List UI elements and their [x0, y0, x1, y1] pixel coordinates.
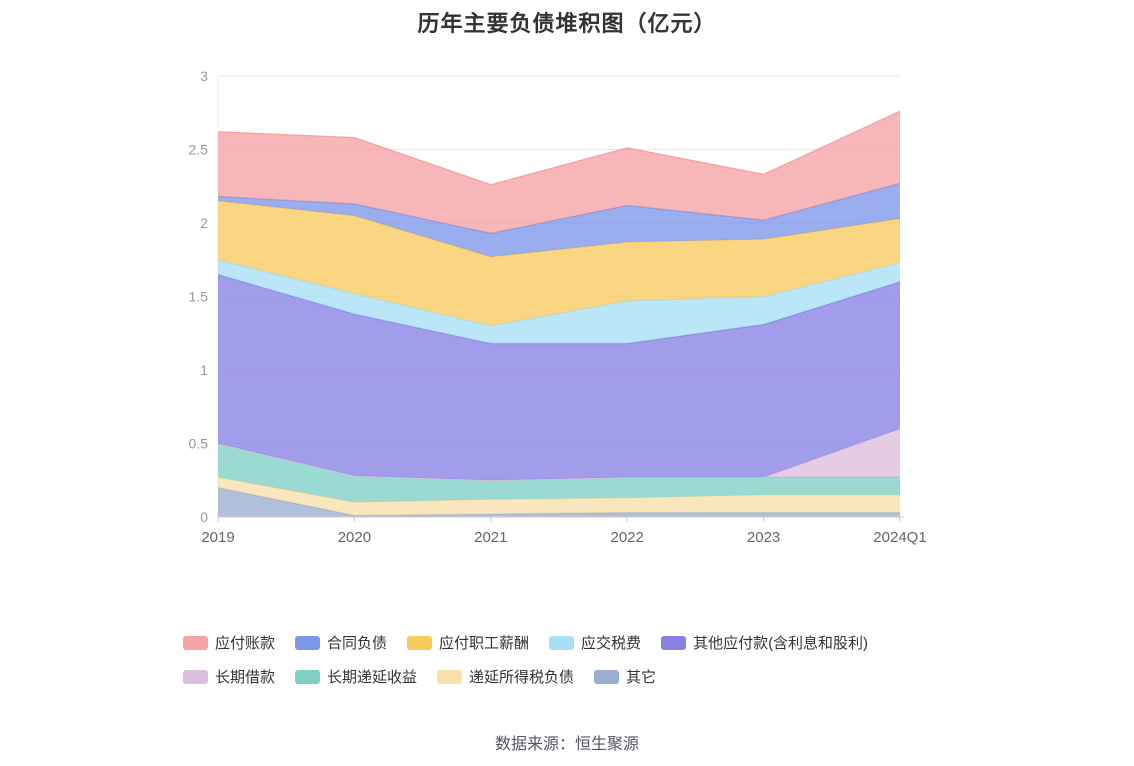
chart-legend: 应付账款 合同负债 应付职工薪酬 应交税费 其他应付款(含利息和股利) 长期借款 长期递延收… — [183, 632, 951, 687]
area-series-border — [217, 110, 901, 186]
area-series — [218, 200, 900, 326]
legend-item[interactable]: 应付账款 — [183, 632, 275, 653]
legend-swatch-icon — [183, 669, 208, 684]
legend-label: 应付账款 — [215, 635, 276, 652]
x-axis-tick-label: 2020 — [338, 529, 371, 546]
y-axis-tick-label: 1 — [200, 362, 208, 378]
legend-swatch-icon — [183, 635, 208, 650]
y-axis-tick-label: 2.5 — [189, 142, 209, 158]
legend-label: 递延所得税负债 — [469, 669, 575, 686]
legend-item[interactable]: 长期借款 — [183, 666, 275, 687]
x-axis-tick-label: 2019 — [201, 529, 234, 546]
legend-item[interactable]: 长期递延收益 — [295, 666, 417, 687]
y-axis-tick-label: 2 — [200, 215, 208, 231]
legend-swatch-icon — [549, 635, 575, 650]
legend-item[interactable]: 其他应付款(含利息和股利) — [661, 632, 868, 653]
legend-swatch-icon — [407, 635, 433, 650]
legend-item[interactable]: 应付职工薪酬 — [407, 632, 529, 653]
y-axis-tick-label: 0.5 — [189, 436, 209, 452]
legend-label: 长期借款 — [215, 669, 276, 686]
legend-item[interactable]: 应交税费 — [549, 632, 641, 653]
x-axis-tick-label: 2021 — [474, 529, 507, 546]
legend-swatch-icon — [437, 669, 463, 684]
legend-label: 应交税费 — [581, 635, 642, 652]
data-source-label: 数据来源：恒生聚源 — [494, 736, 639, 753]
y-axis-tick-label: 1.5 — [189, 289, 209, 305]
legend-swatch-icon — [295, 635, 321, 650]
x-axis-tick-label: 2022 — [611, 529, 644, 546]
legend-label: 其他应付款(含利息和股利) — [693, 635, 869, 652]
legend-label: 长期递延收益 — [327, 669, 418, 686]
area-series — [218, 443, 900, 503]
chart-title: 历年主要负债堆积图（亿元） — [417, 11, 717, 36]
legend-swatch-icon — [594, 669, 620, 684]
area-series — [218, 428, 900, 481]
legend-label: 合同负债 — [327, 635, 388, 652]
legend-swatch-icon — [295, 669, 321, 684]
stacked-area-chart: 0 0.5 1 1.5 2 2.5 3 2019 2020 2021 2022 2023 2024Q1 — [189, 68, 927, 546]
area-series — [218, 259, 900, 344]
x-axis-tick-label: 2024Q1 — [873, 529, 926, 546]
y-axis-tick-label: 0 — [200, 509, 208, 525]
area-series — [218, 477, 900, 516]
x-axis-tick-label: 2023 — [747, 529, 780, 546]
area-series — [218, 111, 900, 234]
legend-swatch-icon — [661, 635, 687, 650]
legend-item[interactable]: 其它 — [594, 666, 656, 687]
legend-item[interactable]: 递延所得税负债 — [437, 666, 574, 687]
legend-label: 应付职工薪酬 — [439, 635, 530, 652]
y-axis-tick-label: 3 — [200, 68, 208, 84]
legend-item[interactable]: 合同负债 — [295, 632, 387, 653]
area-series — [218, 274, 900, 481]
legend-label: 其它 — [626, 669, 657, 686]
area-series — [218, 487, 900, 517]
